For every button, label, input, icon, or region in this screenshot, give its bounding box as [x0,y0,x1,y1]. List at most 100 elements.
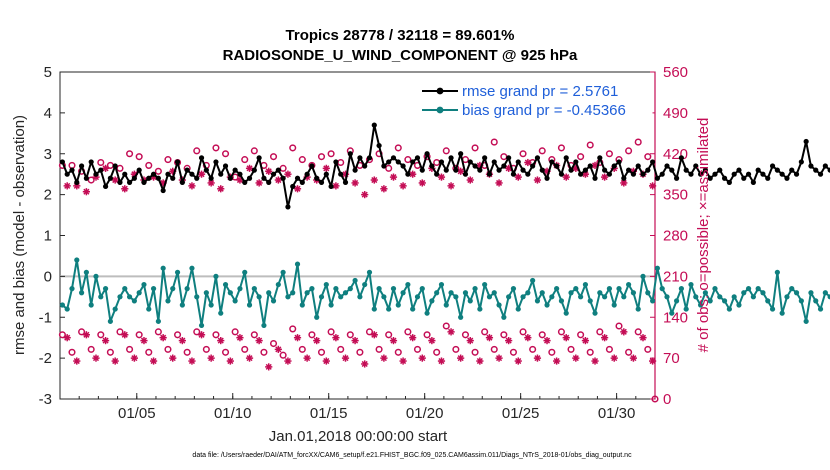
bias-point [582,281,589,288]
bias-point [155,318,161,324]
obs-assimilated-marker [562,334,570,342]
obs-assimilated-marker [63,182,71,190]
bias-point [587,298,593,304]
y-tick-label: 2 [44,187,52,204]
x-tick-label: 01/15 [310,405,348,422]
bias-point [400,290,406,296]
obs-assimilated-marker [274,176,282,184]
obs-assimilated-marker [265,167,273,175]
bias-point [626,281,632,288]
rmse-point [64,171,70,177]
bias-point [136,290,142,296]
obs-assimilated-marker [121,331,129,339]
obs-assimilated-marker [111,176,119,184]
obs-possible-marker [298,345,306,353]
obs-assimilated-marker [361,360,369,368]
obs-possible-marker [651,395,659,403]
bias-point [563,310,569,316]
obs-assimilated-marker [389,337,398,345]
rmse-point [462,171,469,177]
bias-point [630,290,637,296]
obs-possible-marker [529,345,537,353]
bias-point [669,310,675,316]
rmse-point [745,171,752,177]
rmse-point [155,175,161,181]
bias-point [486,294,493,300]
obs-possible-marker [126,345,134,353]
rmse-point [242,179,248,185]
rmse-point [673,175,680,181]
bias-point [314,314,320,320]
obs-possible-marker [308,331,316,339]
rmse-point [208,175,214,181]
rmse-point [102,183,109,190]
bias-point [98,294,104,300]
y2-tick-label: 140 [663,309,688,326]
bias-series [59,257,830,329]
obs-assimilated-marker [245,164,254,172]
bias-point [280,269,286,275]
obs-assimilated-marker [466,176,474,184]
bias-point [683,306,689,312]
right-axis-ticks: 0 70 140 210 280 350 420 490 560 [650,64,688,408]
bias-point [174,269,181,275]
bias-point [275,281,281,288]
obs-assimilated-marker [409,334,417,342]
bias-point [717,294,723,300]
rmse-point [640,171,646,177]
rmse-point [141,179,147,185]
obs-assimilated-marker [351,179,359,187]
y-axis-label: rmse and bias (model - observation) [11,115,28,355]
bias-point [131,298,137,304]
obs-possible-marker [557,328,565,336]
obs-assimilated-marker [207,179,215,187]
obs-possible-marker [500,331,508,339]
rmse-point [117,179,123,185]
obs-assimilated-marker [284,357,292,365]
bias-point [496,302,502,308]
bias-point [798,298,804,304]
bias-point [707,298,713,304]
rmse-point [616,159,622,165]
bias-point [822,290,828,296]
rmse-point [707,175,713,181]
rmse-point [256,155,262,161]
obs-possible-marker [183,348,191,356]
rmse-point [366,155,373,161]
rmse-point [189,171,195,177]
rmse-point [362,163,368,169]
bias-point [702,290,708,296]
obs-possible-marker [317,348,326,356]
obs-possible-marker [279,351,287,359]
obs-assimilated-marker [313,337,321,345]
rmse-point [496,167,502,173]
obs-possible-marker [298,156,306,164]
rmse-point [93,171,99,177]
obs-possible-marker [174,331,182,339]
bias-point [554,286,560,292]
bias-point [294,261,301,267]
obs-assimilated-marker [389,173,398,181]
plot-area [59,71,656,400]
bias-point [256,294,262,300]
rmse-point [606,171,613,177]
bias-point [424,310,430,316]
data-file-footnote: data file: /Users/raeder/DAI/ATM_forcXX/… [192,452,632,459]
rmse-point [429,163,435,169]
obs-possible-marker [221,348,230,356]
bias-point [803,318,809,324]
obs-assimilated-marker [322,357,330,365]
bias-point [697,302,704,308]
rmse-point [309,163,315,169]
rmse-point [765,175,771,181]
obs-possible-marker [116,164,124,172]
bias-point [458,314,464,320]
obs-possible-marker [135,331,143,339]
obs-assimilated-marker [620,328,628,336]
bias-point [93,273,99,279]
legend-rmse-marker [436,87,444,95]
obs-assimilated-marker [188,182,196,190]
obs-assimilated-marker [466,337,474,345]
rmse-point [438,159,445,165]
bias-point [194,294,200,300]
